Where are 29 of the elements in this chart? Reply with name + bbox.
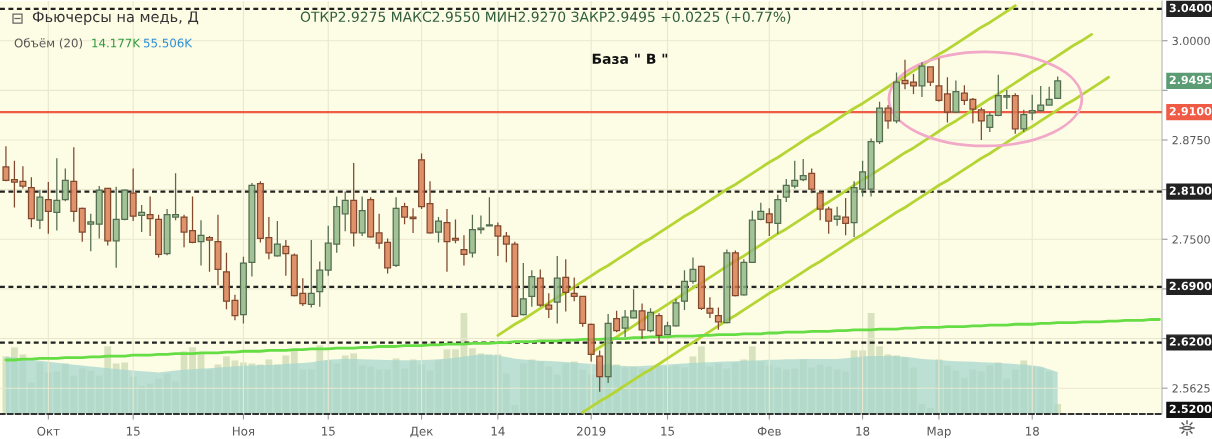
x-tick-label: 18 [856,426,870,436]
text: Фьючерсы на медь, Д [32,11,199,26]
ref-line-label: 2.6900 [1169,281,1212,291]
y-tick-label: 3.0000 [1172,36,1210,46]
text: 2.9495 [1169,75,1212,85]
ref-line-label: 2.9100 [1169,107,1212,116]
y-tick-label: 2.5625 [1172,384,1210,393]
annotation: 14.177K [92,38,141,48]
x-tick-label: 18 [1026,426,1039,436]
text: ОТКР2.9275 МАКС2.9550 МИН2.9270 ЗАКР2.9495 +0.0225 (+0.77%) [300,11,791,24]
ref-line-label: 2.6200 [1169,337,1212,346]
ref-line-label: 3.0400 [1169,3,1212,13]
x-tick-label: 14 [491,426,505,436]
x-tick-label: Дек [410,426,433,438]
annotation: Объём (20) [14,38,83,49]
x-tick-label: Ноя [232,426,255,436]
ref-line-label: 2.8100 [1169,186,1212,195]
y-tick-label: 2.8750 [1172,135,1210,145]
x-tick-label: Мар [927,426,951,438]
x-tick-label: 15 [322,426,335,436]
x-tick-label: 2019 [577,426,606,436]
x-tick-label: 15 [126,426,140,436]
annotation: База " В " [592,53,668,65]
y-tick-label: 2.7500 [1172,235,1210,244]
annotation: 55.506K [143,38,193,48]
x-tick-label: Окт [37,426,60,436]
text: 2.5200 [1169,404,1212,414]
x-tick-label: 15 [661,426,674,436]
x-tick-label: Фев [757,426,781,436]
